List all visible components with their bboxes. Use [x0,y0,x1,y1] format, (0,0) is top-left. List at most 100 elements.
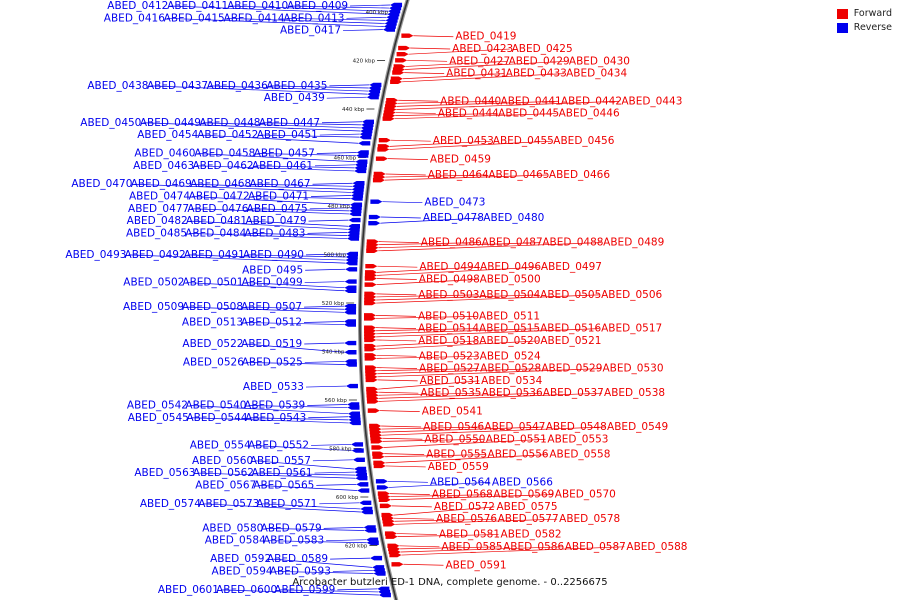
gene-arrow-abed_0502[interactable] [344,288,357,293]
gene-label-abed_0417[interactable]: ABED_0417 [280,25,341,37]
gene-label-abed_0423[interactable]: ABED_0423 [452,43,513,55]
gene-label-abed_0588[interactable]: ABED_0588 [626,541,687,553]
gene-label-abed_0580[interactable]: ABED_0580 [202,522,263,534]
gene-arrow-abed_0480[interactable] [368,220,381,226]
gene-arrow-abed_0554[interactable] [351,448,364,453]
gene-label-abed_0513[interactable]: ABED_0513 [182,317,243,329]
gene-label-abed_0599[interactable]: ABED_0599 [274,584,335,596]
gene-label-abed_0585[interactable]: ABED_0585 [441,541,502,553]
gene-label-abed_0492[interactable]: ABED_0492 [125,249,186,261]
gene-arrow-abed_0509[interactable] [344,310,357,315]
gene-label-abed_0419[interactable]: ABED_0419 [455,31,516,43]
gene-arrow-abed_0582[interactable] [385,534,398,539]
gene-label-abed_0512[interactable]: ABED_0512 [241,317,302,329]
gene-label-abed_0581[interactable]: ABED_0581 [439,529,500,541]
gene-label-abed_0547[interactable]: ABED_0547 [484,421,545,433]
gene-label-abed_0446[interactable]: ABED_0446 [559,108,620,120]
gene-label-abed_0518[interactable]: ABED_0518 [418,335,479,347]
gene-label-abed_0494[interactable]: ABED_0494 [419,261,480,273]
gene-label-abed_0470[interactable]: ABED_0470 [71,178,132,190]
gene-label-abed_0571[interactable]: ABED_0571 [256,498,317,510]
gene-arrow-abed_0479[interactable] [348,217,361,223]
gene-label-abed_0543[interactable]: ABED_0543 [245,412,306,424]
gene-label-abed_0561[interactable]: ABED_0561 [251,467,312,479]
gene-arrow-abed_0556[interactable] [372,454,385,459]
gene-label-abed_0519[interactable]: ABED_0519 [241,338,302,350]
gene-arrow-abed_0452[interactable] [359,134,372,140]
gene-label-abed_0437[interactable]: ABED_0437 [147,80,208,92]
gene-arrow-abed_0472[interactable] [350,196,363,201]
gene-arrow-abed_0570[interactable] [378,497,391,502]
gene-label-abed_0502[interactable]: ABED_0502 [123,277,184,289]
gene-label-abed_0439[interactable]: ABED_0439 [264,92,325,104]
gene-label-abed_0529[interactable]: ABED_0529 [541,363,602,375]
gene-label-abed_0493[interactable]: ABED_0493 [65,249,126,261]
gene-label-abed_0445[interactable]: ABED_0445 [498,108,559,120]
gene-label-abed_0498[interactable]: ABED_0498 [419,273,480,285]
gene-label-abed_0462[interactable]: ABED_0462 [192,160,253,172]
gene-label-abed_0485[interactable]: ABED_0485 [126,227,187,239]
gene-label-abed_0577[interactable]: ABED_0577 [498,513,559,525]
gene-arrow-abed_0466[interactable] [372,177,385,183]
gene-arrow-abed_0423[interactable] [398,45,411,51]
gene-label-abed_0505[interactable]: ABED_0505 [540,289,601,301]
gene-label-abed_0558[interactable]: ABED_0558 [549,449,610,461]
gene-arrow-abed_0564[interactable] [375,479,388,484]
gene-label-abed_0453[interactable]: ABED_0453 [433,135,494,147]
gene-label-abed_0542[interactable]: ABED_0542 [127,399,188,411]
gene-arrow-abed_0567[interactable] [357,488,370,493]
gene-label-abed_0537[interactable]: ABED_0537 [543,387,604,399]
gene-label-abed_0480[interactable]: ABED_0480 [483,212,544,224]
gene-arrow-abed_0545[interactable] [348,420,361,426]
gene-label-abed_0474[interactable]: ABED_0474 [129,191,190,203]
gene-arrow-abed_0565[interactable] [356,482,369,487]
gene-label-abed_0472[interactable]: ABED_0472 [189,191,250,203]
gene-label-abed_0473[interactable]: ABED_0473 [424,197,485,209]
gene-label-abed_0576[interactable]: ABED_0576 [436,513,497,525]
gene-arrow-abed_0417[interactable] [383,27,396,32]
gene-label-abed_0413[interactable]: ABED_0413 [283,12,344,24]
gene-label-abed_0476[interactable]: ABED_0476 [187,203,248,215]
gene-label-abed_0506[interactable]: ABED_0506 [601,289,662,301]
gene-arrow-abed_0506[interactable] [364,300,377,306]
gene-label-abed_0499[interactable]: ABED_0499 [242,277,303,289]
gene-arrow-abed_0459[interactable] [375,156,388,161]
gene-label-abed_0447[interactable]: ABED_0447 [259,117,320,129]
gene-label-abed_0415[interactable]: ABED_0415 [164,12,225,24]
gene-arrow-abed_0518[interactable] [364,337,377,343]
gene-label-abed_0475[interactable]: ABED_0475 [247,203,308,215]
gene-label-abed_0436[interactable]: ABED_0436 [207,80,268,92]
gene-label-abed_0411[interactable]: ABED_0411 [167,0,228,12]
gene-label-abed_0449[interactable]: ABED_0449 [140,117,201,129]
gene-arrow-abed_0571[interactable] [359,500,372,506]
gene-arrow-abed_0559[interactable] [373,463,386,469]
gene-label-abed_0466[interactable]: ABED_0466 [549,169,610,181]
gene-arrow-abed_0431[interactable] [392,70,405,75]
gene-label-abed_0471[interactable]: ABED_0471 [248,191,309,203]
gene-label-abed_0458[interactable]: ABED_0458 [194,148,255,160]
gene-label-abed_0600[interactable]: ABED_0600 [216,584,277,596]
gene-label-abed_0431[interactable]: ABED_0431 [446,68,507,80]
gene-label-abed_0559[interactable]: ABED_0559 [428,461,489,473]
gene-label-abed_0442[interactable]: ABED_0442 [561,95,622,107]
gene-label-abed_0553[interactable]: ABED_0553 [547,433,608,445]
gene-label-abed_0545[interactable]: ABED_0545 [128,412,189,424]
gene-label-abed_0510[interactable]: ABED_0510 [418,310,479,322]
gene-arrow-abed_0522[interactable] [344,350,357,355]
gene-label-abed_0565[interactable]: ABED_0565 [253,479,314,491]
gene-label-abed_0440[interactable]: ABED_0440 [440,95,501,107]
gene-label-abed_0511[interactable]: ABED_0511 [479,310,540,322]
gene-arrow-abed_0473[interactable] [370,199,383,204]
gene-arrow-abed_0524[interactable] [364,356,377,361]
gene-label-abed_0504[interactable]: ABED_0504 [479,289,540,301]
gene-label-abed_0486[interactable]: ABED_0486 [421,237,482,249]
gene-label-abed_0441[interactable]: ABED_0441 [501,95,562,107]
gene-label-abed_0490[interactable]: ABED_0490 [243,249,304,261]
gene-arrow-abed_0584[interactable] [366,540,379,545]
gene-label-abed_0457[interactable]: ABED_0457 [254,148,315,160]
gene-arrow-abed_0563[interactable] [355,476,368,481]
gene-arrow-abed_0566[interactable] [376,485,389,490]
gene-arrow-abed_0477[interactable] [349,211,362,217]
gene-label-abed_0410[interactable]: ABED_0410 [227,0,288,12]
gene-label-abed_0455[interactable]: ABED_0455 [493,135,554,147]
